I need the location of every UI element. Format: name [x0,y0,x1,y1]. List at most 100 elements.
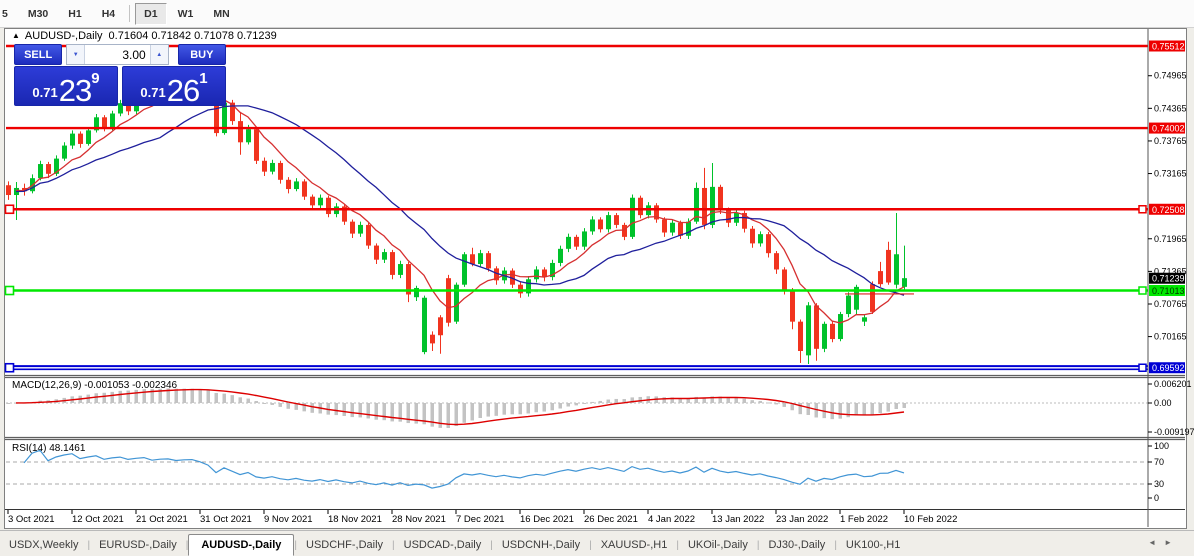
candle-body [6,185,11,196]
tab-scroll-arrows[interactable]: ◄► [1148,538,1180,547]
candle-body [350,221,355,234]
level-handle-right[interactable] [1138,205,1147,214]
sell-button[interactable]: SELL [14,44,63,65]
macd-histogram-bar [398,403,402,422]
macd-histogram-bar [390,403,394,422]
tab-usdcnh-daily[interactable]: USDCNH-,Daily [501,539,581,551]
price-badge[interactable] [1149,40,1185,52]
macd-histogram-bar [606,399,610,403]
ask-price-box[interactable]: 0.71 26 1 [122,66,226,106]
candle-body [774,253,779,270]
candle-body [478,253,483,265]
macd-histogram-bar [254,400,258,403]
price-badge[interactable] [1149,362,1185,374]
panel-collapse-icon[interactable]: ▲ [12,31,20,40]
buy-button[interactable]: BUY [177,44,226,65]
tab-ukoil-daily[interactable]: UKOil-,Daily [687,539,748,551]
macd-histogram-bar [766,402,770,404]
bid-price-big: 23 [58,72,92,108]
timeframe-button-d1[interactable]: D1 [135,2,167,25]
candle-body [742,212,747,229]
macd-histogram-bar [430,403,434,427]
candle-body [870,284,875,312]
price-badge[interactable] [1149,122,1185,134]
macd-histogram-bar [166,388,170,403]
tab-scroll-left-icon[interactable]: ◄ [1148,538,1165,547]
macd-histogram-bar [486,403,490,417]
candle-body [566,236,571,249]
candle-body [302,181,307,197]
volume-increase-button[interactable]: ▲ [149,45,168,64]
level-handle-left[interactable] [4,285,15,296]
one-click-trade-panel: SELL ▼ 3.00 ▲ BUY 0.71 23 9 0.71 26 1 [14,44,226,106]
macd-histogram-bar [206,390,210,403]
price-tick-label: 0.70165 [1154,332,1187,342]
candle-body [758,234,763,244]
chart-window[interactable] [4,28,1187,529]
date-tick-label: 4 Jan 2022 [648,514,695,525]
candle-body [534,269,539,280]
rsi-tick-label: 0 [1154,493,1159,503]
price-badge[interactable] [1149,272,1185,284]
macd-histogram-bar [494,403,498,416]
tab-usdcad-daily[interactable]: USDCAD-,Daily [403,539,482,551]
level-handle-left[interactable] [4,362,15,373]
macd-histogram-bar [718,396,722,403]
macd-histogram-bar [782,403,786,407]
level-handle-right[interactable] [1138,363,1147,372]
candle-body [846,295,851,315]
candle-body [422,297,427,353]
tab-uk100-h1[interactable]: UK100-,H1 [845,539,901,551]
macd-histogram-bar [638,396,642,403]
macd-histogram-bar [550,403,554,411]
timeframe-button-h1[interactable]: H1 [68,7,82,20]
volume-input[interactable]: 3.00 [122,48,146,62]
date-tick-label: 3 Oct 2021 [8,514,54,525]
bid-price-box[interactable]: 0.71 23 9 [14,66,118,106]
candle-body [662,219,667,233]
candle-body [390,252,395,275]
candle-body [94,117,99,131]
timeframe-button-5[interactable]: 5 [2,7,8,20]
macd-histogram-bar [838,403,842,419]
timeframe-button-w1[interactable]: W1 [177,7,194,20]
level-handle-left[interactable] [4,204,15,215]
macd-histogram-bar [702,397,706,403]
macd-histogram-bar [790,403,794,411]
macd-histogram-bar [110,391,114,403]
date-tick-label: 12 Oct 2021 [72,514,124,525]
tab-xauusd-h1[interactable]: XAUUSD-,H1 [600,539,668,551]
level-handle-right[interactable] [1138,286,1147,295]
macd-histogram-bar [6,403,10,404]
price-badge[interactable] [1149,203,1185,215]
date-tick-label: 10 Feb 2022 [904,514,957,525]
macd-tick-label: 0.006201 [1154,379,1192,389]
macd-histogram-bar [286,403,290,409]
volume-decrease-button[interactable]: ▼ [67,45,86,64]
macd-histogram-bar [534,403,538,413]
tab-dj30-daily[interactable]: DJ30-,Daily [768,539,826,551]
candle-body [814,305,819,349]
timeframe-button-m30[interactable]: M30 [27,7,49,20]
timeframe-button-mn[interactable]: MN [213,7,230,20]
candle-body [342,206,347,222]
macd-histogram-bar [726,397,730,403]
candle-body [70,133,75,146]
candle-body [582,231,587,247]
tab-usdx-weekly[interactable]: USDX,Weekly [9,539,79,551]
timeframe-button-h4[interactable]: H4 [101,7,116,20]
macd-histogram-bar [566,403,570,407]
price-badge[interactable] [1149,285,1185,297]
tab-eurusd-daily[interactable]: EURUSD-,Daily [99,539,177,551]
tab-usdchf-daily[interactable]: USDCHF-,Daily [306,539,384,551]
macd-histogram-bar [894,403,898,410]
ask-price-big: 26 [166,72,200,108]
candle-body [62,145,67,159]
tab-scroll-right-icon[interactable]: ► [1164,538,1180,547]
macd-histogram-bar [470,403,474,421]
macd-histogram-bar [422,403,426,425]
date-tick-label: 21 Oct 2021 [136,514,188,525]
macd-histogram-bar [878,403,882,414]
candle-body [750,228,755,244]
